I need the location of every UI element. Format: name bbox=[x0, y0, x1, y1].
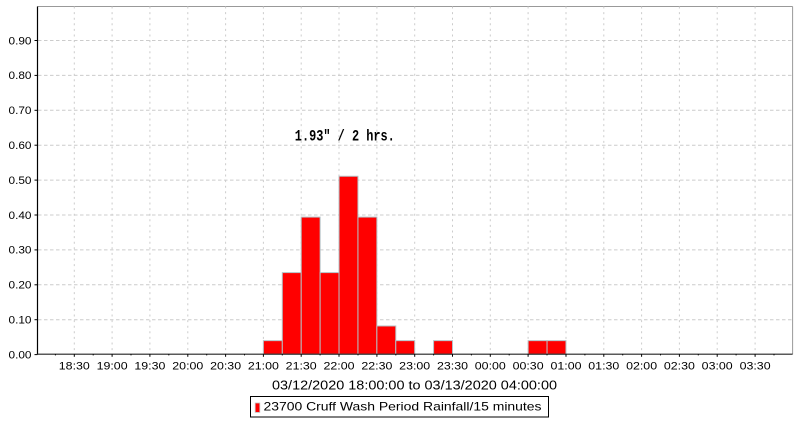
svg-text:21:30: 21:30 bbox=[286, 361, 317, 373]
svg-text:0.50: 0.50 bbox=[9, 175, 32, 187]
svg-text:23:30: 23:30 bbox=[437, 361, 468, 373]
svg-text:0.30: 0.30 bbox=[9, 245, 32, 257]
svg-text:19:30: 19:30 bbox=[134, 361, 165, 373]
svg-text:21:00: 21:00 bbox=[248, 361, 279, 373]
svg-text:02:30: 02:30 bbox=[664, 361, 695, 373]
svg-text:0.90: 0.90 bbox=[9, 35, 32, 47]
svg-text:03:00: 03:00 bbox=[702, 361, 733, 373]
svg-text:0.60: 0.60 bbox=[9, 140, 32, 152]
svg-text:00:00: 00:00 bbox=[475, 361, 506, 373]
svg-text:0.10: 0.10 bbox=[9, 315, 32, 327]
svg-text:20:30: 20:30 bbox=[210, 361, 241, 373]
svg-text:01:00: 01:00 bbox=[551, 361, 582, 373]
svg-text:0.70: 0.70 bbox=[9, 105, 32, 117]
svg-text:19:00: 19:00 bbox=[97, 361, 128, 373]
svg-text:20:00: 20:00 bbox=[172, 361, 203, 373]
svg-text:0.80: 0.80 bbox=[9, 70, 32, 82]
svg-text:23:00: 23:00 bbox=[399, 361, 430, 373]
svg-text:22:00: 22:00 bbox=[324, 361, 355, 373]
svg-text:0.20: 0.20 bbox=[9, 280, 32, 292]
svg-text:0.40: 0.40 bbox=[9, 210, 32, 222]
svg-text:0.00: 0.00 bbox=[9, 349, 32, 361]
svg-text:23700 Cruff Wash Period Rainfa: 23700 Cruff Wash Period Rainfall/15 minu… bbox=[264, 399, 542, 413]
svg-text:00:30: 00:30 bbox=[513, 361, 544, 373]
svg-text:03:30: 03:30 bbox=[740, 361, 771, 373]
svg-text:03/12/2020 18:00:00 to 03/13/2: 03/12/2020 18:00:00 to 03/13/2020 04:00:… bbox=[272, 378, 557, 393]
svg-text:18:30: 18:30 bbox=[59, 361, 90, 373]
svg-text:02:00: 02:00 bbox=[626, 361, 657, 373]
svg-text:22:30: 22:30 bbox=[361, 361, 392, 373]
svg-text:01:30: 01:30 bbox=[588, 361, 619, 373]
svg-text:1.93" / 2 hrs.: 1.93" / 2 hrs. bbox=[295, 128, 395, 146]
